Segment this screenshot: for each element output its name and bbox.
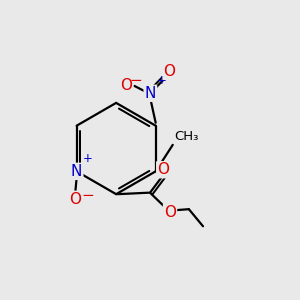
Text: −: − [130,73,142,88]
Text: O: O [120,79,132,94]
Text: +: + [82,152,92,166]
Text: O: O [164,205,176,220]
Text: +: + [156,74,166,87]
Text: N: N [145,86,156,101]
Text: −: − [82,188,94,203]
Text: N: N [71,164,82,179]
Text: CH₃: CH₃ [174,130,199,143]
Text: O: O [69,192,81,207]
Text: O: O [163,64,175,79]
Text: O: O [157,162,169,177]
